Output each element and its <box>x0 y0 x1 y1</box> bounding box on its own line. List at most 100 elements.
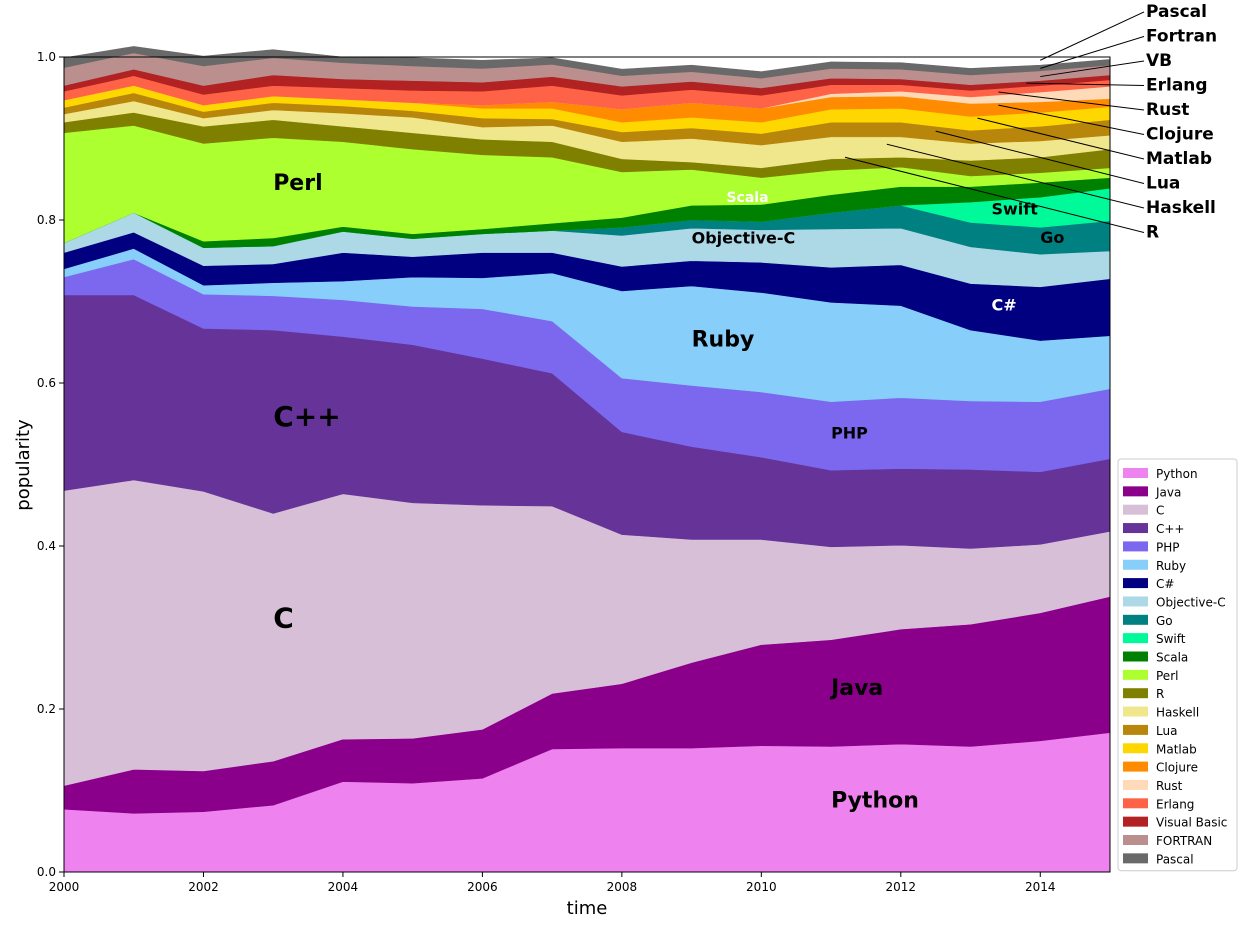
legend-label-matlab: Matlab <box>1156 742 1197 756</box>
area-label-objective-c: Objective-C <box>692 229 796 248</box>
y-axis-title: popularity <box>13 419 34 511</box>
callout-label-fortran: Fortran <box>1146 27 1217 47</box>
legend-swatch-c <box>1123 523 1148 534</box>
area-label-python: Python <box>831 789 919 814</box>
y-axis: 0.0 0.2 0.4 0.6 0.8 1.0 <box>37 50 64 879</box>
callout-label-rust: Rust <box>1146 100 1189 120</box>
x-tick-label: 2002 <box>188 880 219 894</box>
legend-swatch-ruby <box>1123 559 1148 570</box>
callout-label-lua: Lua <box>1146 174 1180 194</box>
legend-label-ruby: Ruby <box>1156 559 1186 573</box>
x-tick-label: 2004 <box>328 880 359 894</box>
callout-leader-line <box>1040 60 1145 78</box>
legend-swatch-swift <box>1123 633 1148 644</box>
legend-swatch-go <box>1123 614 1148 625</box>
legend-label-clojure: Clojure <box>1156 761 1198 775</box>
x-tick-label: 2010 <box>746 880 777 894</box>
legend-label-swift: Swift <box>1156 632 1186 646</box>
callout-leader-line <box>1026 82 1145 86</box>
callout-leader-line <box>1040 11 1145 61</box>
y-tick-label: 0.2 <box>37 702 56 716</box>
legend-swatch-php <box>1123 541 1148 552</box>
x-tick-label: 2012 <box>886 880 917 894</box>
legend-label-fortran: FORTRAN <box>1156 834 1212 848</box>
callout-label-matlab: Matlab <box>1146 149 1212 169</box>
legend-swatch-java <box>1123 486 1148 497</box>
legend-label-visual-basic: Visual Basic <box>1156 816 1227 830</box>
y-tick-label: 1.0 <box>37 50 56 64</box>
legend-swatch-matlab <box>1123 743 1148 754</box>
area-label-swift: Swift <box>991 199 1038 218</box>
legend-swatch-visual-basic <box>1123 816 1148 827</box>
legend-label-r: R <box>1156 687 1164 701</box>
legend-label-java: Java <box>1155 485 1181 499</box>
legend-swatch-objective-c <box>1123 596 1148 607</box>
callout-label-pascal: Pascal <box>1146 2 1207 22</box>
callout-leader-line <box>998 104 1145 135</box>
legend-swatch-clojure <box>1123 761 1148 772</box>
legend-swatch-fortran <box>1123 835 1148 845</box>
legend-swatch-erlang <box>1123 798 1148 809</box>
y-tick-label: 0.4 <box>37 539 56 553</box>
callout-leader-line <box>977 117 1145 160</box>
legend-label-python: Python <box>1156 467 1198 481</box>
area-label-scala: Scala <box>726 190 768 206</box>
callout-labels-group: Pascal Fortran VB Erlang Rust Clojure Matlab Lu… <box>844 2 1217 243</box>
legend-swatch-c <box>1123 504 1148 515</box>
area-series-group <box>63 46 1111 873</box>
legend-label-go: Go <box>1156 614 1173 628</box>
x-axis: 2000 2002 2004 2006 2008 2010 2012 2014 <box>49 872 1056 894</box>
y-tick-label: 0.0 <box>37 865 56 879</box>
callout-label-r: R <box>1146 223 1159 243</box>
legend-swatch-rust <box>1123 779 1148 790</box>
x-tick-label: 2014 <box>1025 880 1056 894</box>
callout-leader-line <box>935 130 1145 184</box>
legend-label-objective-c: Objective-C <box>1156 595 1226 609</box>
legend-label-scala: Scala <box>1156 651 1188 665</box>
legend-label-php: PHP <box>1156 540 1180 554</box>
legend-label-erlang: Erlang <box>1156 797 1194 811</box>
plot-frame <box>63 56 1111 873</box>
callout-label-erlang: Erlang <box>1146 76 1208 96</box>
legend-label-lua: Lua <box>1156 724 1177 738</box>
legend-swatch-c <box>1123 578 1148 589</box>
legend-swatch-lua <box>1123 724 1148 735</box>
callout-leader-line <box>998 91 1145 111</box>
callout-label-clojure: Clojure <box>1146 125 1214 145</box>
legend-swatch-python <box>1123 468 1148 478</box>
area-label-ruby: Ruby <box>692 327 755 352</box>
legend-label-c: C <box>1156 504 1164 518</box>
legend-label-c: C++ <box>1156 522 1185 536</box>
callout-leader-line <box>886 143 1145 209</box>
area-label-c: C++ <box>273 400 340 433</box>
area-label-go: Go <box>1040 228 1064 247</box>
legend-swatch-r <box>1123 688 1148 699</box>
legend-swatch-scala <box>1123 651 1148 662</box>
legend-label-perl: Perl <box>1156 669 1178 683</box>
callout-label-vb: VB <box>1146 51 1172 71</box>
area-label-perl: Perl <box>273 171 322 196</box>
area-label-java: Java <box>829 676 883 701</box>
x-axis-title: time <box>567 898 608 919</box>
area-label-c: C# <box>991 295 1016 314</box>
legend: Python Java C C++ PHP Ruby C# Objective-C Go Swif… <box>1117 458 1238 872</box>
legend-label-pascal: Pascal <box>1156 852 1194 866</box>
legend-swatch-perl <box>1123 669 1148 680</box>
y-tick-label: 0.8 <box>37 213 56 227</box>
legend-label-rust: Rust <box>1156 779 1183 793</box>
area-label-c: C <box>273 602 294 635</box>
legend-label-haskell: Haskell <box>1156 706 1199 720</box>
area-label-php: PHP <box>831 423 868 442</box>
legend-swatch-haskell <box>1123 706 1148 717</box>
callout-label-haskell: Haskell <box>1146 198 1216 218</box>
y-tick-label: 0.6 <box>37 376 56 390</box>
legend-label-c: C# <box>1156 577 1174 591</box>
x-tick-label: 2006 <box>467 880 498 894</box>
callout-leader-line <box>1040 36 1145 69</box>
area-labels-group: Perl C++ C Java Python Ruby PHP Objective-C Scal… <box>273 171 1064 814</box>
legend-swatch-pascal <box>1123 853 1148 864</box>
callout-leader-line <box>844 156 1145 233</box>
x-tick-label: 2008 <box>607 880 638 894</box>
x-tick-label: 2000 <box>49 880 80 894</box>
